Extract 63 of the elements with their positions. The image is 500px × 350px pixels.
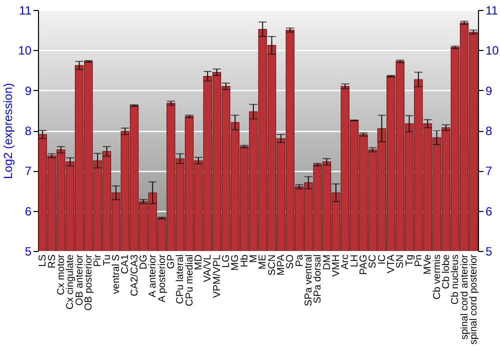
x-tick-label: Cb lobe: [440, 254, 452, 289]
y2-tick-label: 10: [486, 44, 500, 58]
x-tick-label: DM: [322, 254, 333, 270]
x-tick-label: LH: [349, 254, 360, 268]
x-tick-label: SPa dorsal: [312, 254, 324, 304]
x-tick-label: A posterior: [156, 254, 168, 302]
x-tick-label: Pa: [294, 254, 306, 267]
x-tick-label: LG: [220, 254, 232, 268]
y-tick-label: 8: [24, 124, 32, 138]
x-tick-label: SO: [285, 254, 296, 269]
x-tick-label: ventral S: [110, 254, 122, 294]
y2-tick-label: 7: [486, 164, 492, 178]
x-tick-label: Pn: [413, 254, 424, 267]
x-tick-label: GP: [166, 254, 177, 269]
x-tick-label: Cb nucleus: [450, 254, 462, 305]
x-tick-label: OB anterior: [74, 254, 86, 306]
y2-tick-label: 5: [486, 244, 492, 258]
x-tick-label: M: [248, 254, 260, 263]
x-tick-label: MPA: [276, 254, 287, 276]
x-tick-label: Cb vermis: [432, 254, 443, 300]
y-axis-title: Log2 (expression): [1, 82, 16, 180]
x-tick-label: RS: [46, 254, 58, 268]
x-tick-label: Pir: [92, 254, 104, 267]
x-tick-label: SPa ventral: [303, 254, 314, 306]
y2-tick-label: 6: [486, 204, 492, 218]
x-tick-label: OB posterior: [83, 254, 94, 311]
x-tick-label: spinal cord posterior: [468, 254, 480, 345]
x-tick-label: VMH: [330, 254, 342, 277]
x-tick-label: ME: [258, 254, 269, 270]
y2-tick-label: 11: [486, 4, 498, 18]
x-tick-label: MD: [193, 254, 204, 270]
x-tick-label: VA/VL: [202, 254, 214, 282]
x-tick-label: CA1: [120, 254, 132, 274]
x-tick-label: VPM/VPL: [212, 254, 223, 298]
x-tick-label: SN: [395, 254, 406, 268]
x-tick-label: Cx motor: [56, 254, 67, 296]
x-tick-label: Hb: [239, 254, 250, 268]
y-tick-label: 7: [24, 164, 32, 178]
x-tick-label: DG: [138, 254, 150, 270]
y-tick-label: 10: [18, 44, 32, 58]
x-tick-label: MVe: [422, 254, 434, 275]
x-tick-label: SC: [368, 254, 379, 268]
x-tick-label: IC: [376, 254, 388, 264]
x-tick-label: Arc: [340, 254, 352, 270]
x-tick-label: MG: [230, 254, 242, 271]
x-tick-label: Cx cingulate: [65, 254, 76, 310]
x-tick-label: Tg: [404, 254, 416, 266]
x-tick-label: SCN: [266, 254, 278, 276]
x-tick-label: Tu: [102, 254, 113, 266]
y-tick-label: 9: [24, 84, 32, 98]
x-tick-label: A anterior: [148, 254, 159, 298]
y2-tick-label: 8: [486, 124, 492, 138]
x-tick-label: PAG: [358, 254, 370, 275]
x-tick-label: spinal cord anterior: [459, 254, 470, 340]
x-tick-label: CPu medial: [184, 254, 196, 306]
y-tick-label: 11: [19, 4, 32, 18]
x-tick-label: CPu lateral: [175, 254, 186, 304]
x-tick-label: LS: [38, 254, 49, 267]
y2-tick-label: 9: [486, 84, 492, 98]
x-tick-label: VTA: [386, 254, 397, 274]
y-tick-label: 5: [24, 244, 32, 258]
y-tick-label: 6: [24, 204, 32, 218]
x-tick-label: CA2/CA3: [129, 254, 140, 296]
